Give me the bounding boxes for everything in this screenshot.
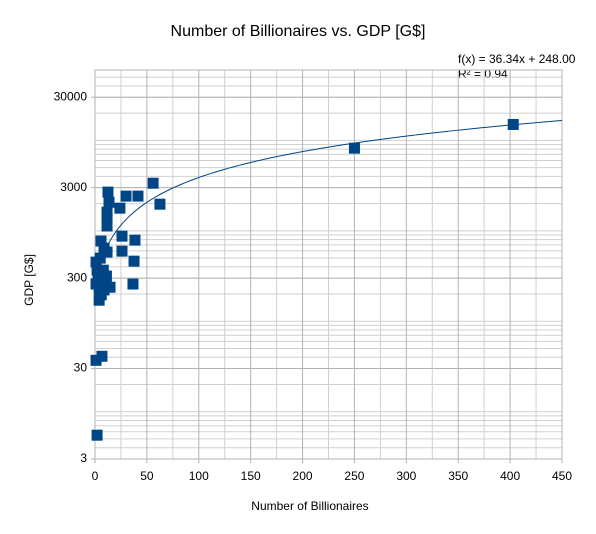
x-axis-label: Number of Billionaires: [251, 499, 368, 513]
x-tick-label: 400: [500, 469, 520, 483]
y-tick-label: 30: [74, 361, 88, 375]
x-tick-label: 100: [189, 469, 209, 483]
point: [147, 177, 159, 189]
trend-r2: R² = 0.94: [458, 67, 508, 81]
point: [101, 212, 113, 224]
point: [97, 264, 109, 276]
point: [91, 429, 103, 441]
point: [101, 220, 113, 232]
point: [91, 264, 103, 276]
point: [120, 190, 132, 202]
point: [132, 190, 144, 202]
y-axis-label: GDP [G$]: [22, 254, 36, 306]
point: [348, 142, 360, 154]
x-tick-label: 150: [241, 469, 261, 483]
point: [116, 245, 128, 257]
point: [101, 246, 113, 258]
x-tick-label: 0: [92, 469, 99, 483]
point: [114, 202, 126, 214]
point: [101, 206, 113, 218]
point: [116, 230, 128, 242]
trend-equation: f(x) = 36.34x + 248.00: [458, 52, 576, 66]
point: [96, 350, 108, 362]
x-tick-label: 450: [552, 469, 572, 483]
point: [90, 354, 102, 366]
point: [127, 278, 139, 290]
x-tick-label: 250: [344, 469, 364, 483]
point: [94, 252, 106, 264]
point: [100, 270, 112, 282]
y-tick-label: 3: [80, 451, 87, 465]
y-tick-label: 300: [67, 270, 87, 284]
point: [100, 278, 112, 290]
point: [128, 255, 140, 267]
point: [129, 234, 141, 246]
x-tick-label: 300: [396, 469, 416, 483]
y-tick-label: 30000: [54, 89, 88, 103]
x-tick-label: 50: [140, 469, 154, 483]
point: [102, 186, 114, 198]
trendline: [94, 119, 563, 286]
x-tick-label: 350: [448, 469, 468, 483]
point: [95, 289, 107, 301]
point: [154, 198, 166, 210]
x-tick-label: 200: [293, 469, 313, 483]
y-tick-label: 3000: [60, 180, 87, 194]
point: [95, 235, 107, 247]
chart-title: Number of Billionaires vs. GDP [G$]: [171, 23, 426, 40]
point: [103, 196, 115, 208]
